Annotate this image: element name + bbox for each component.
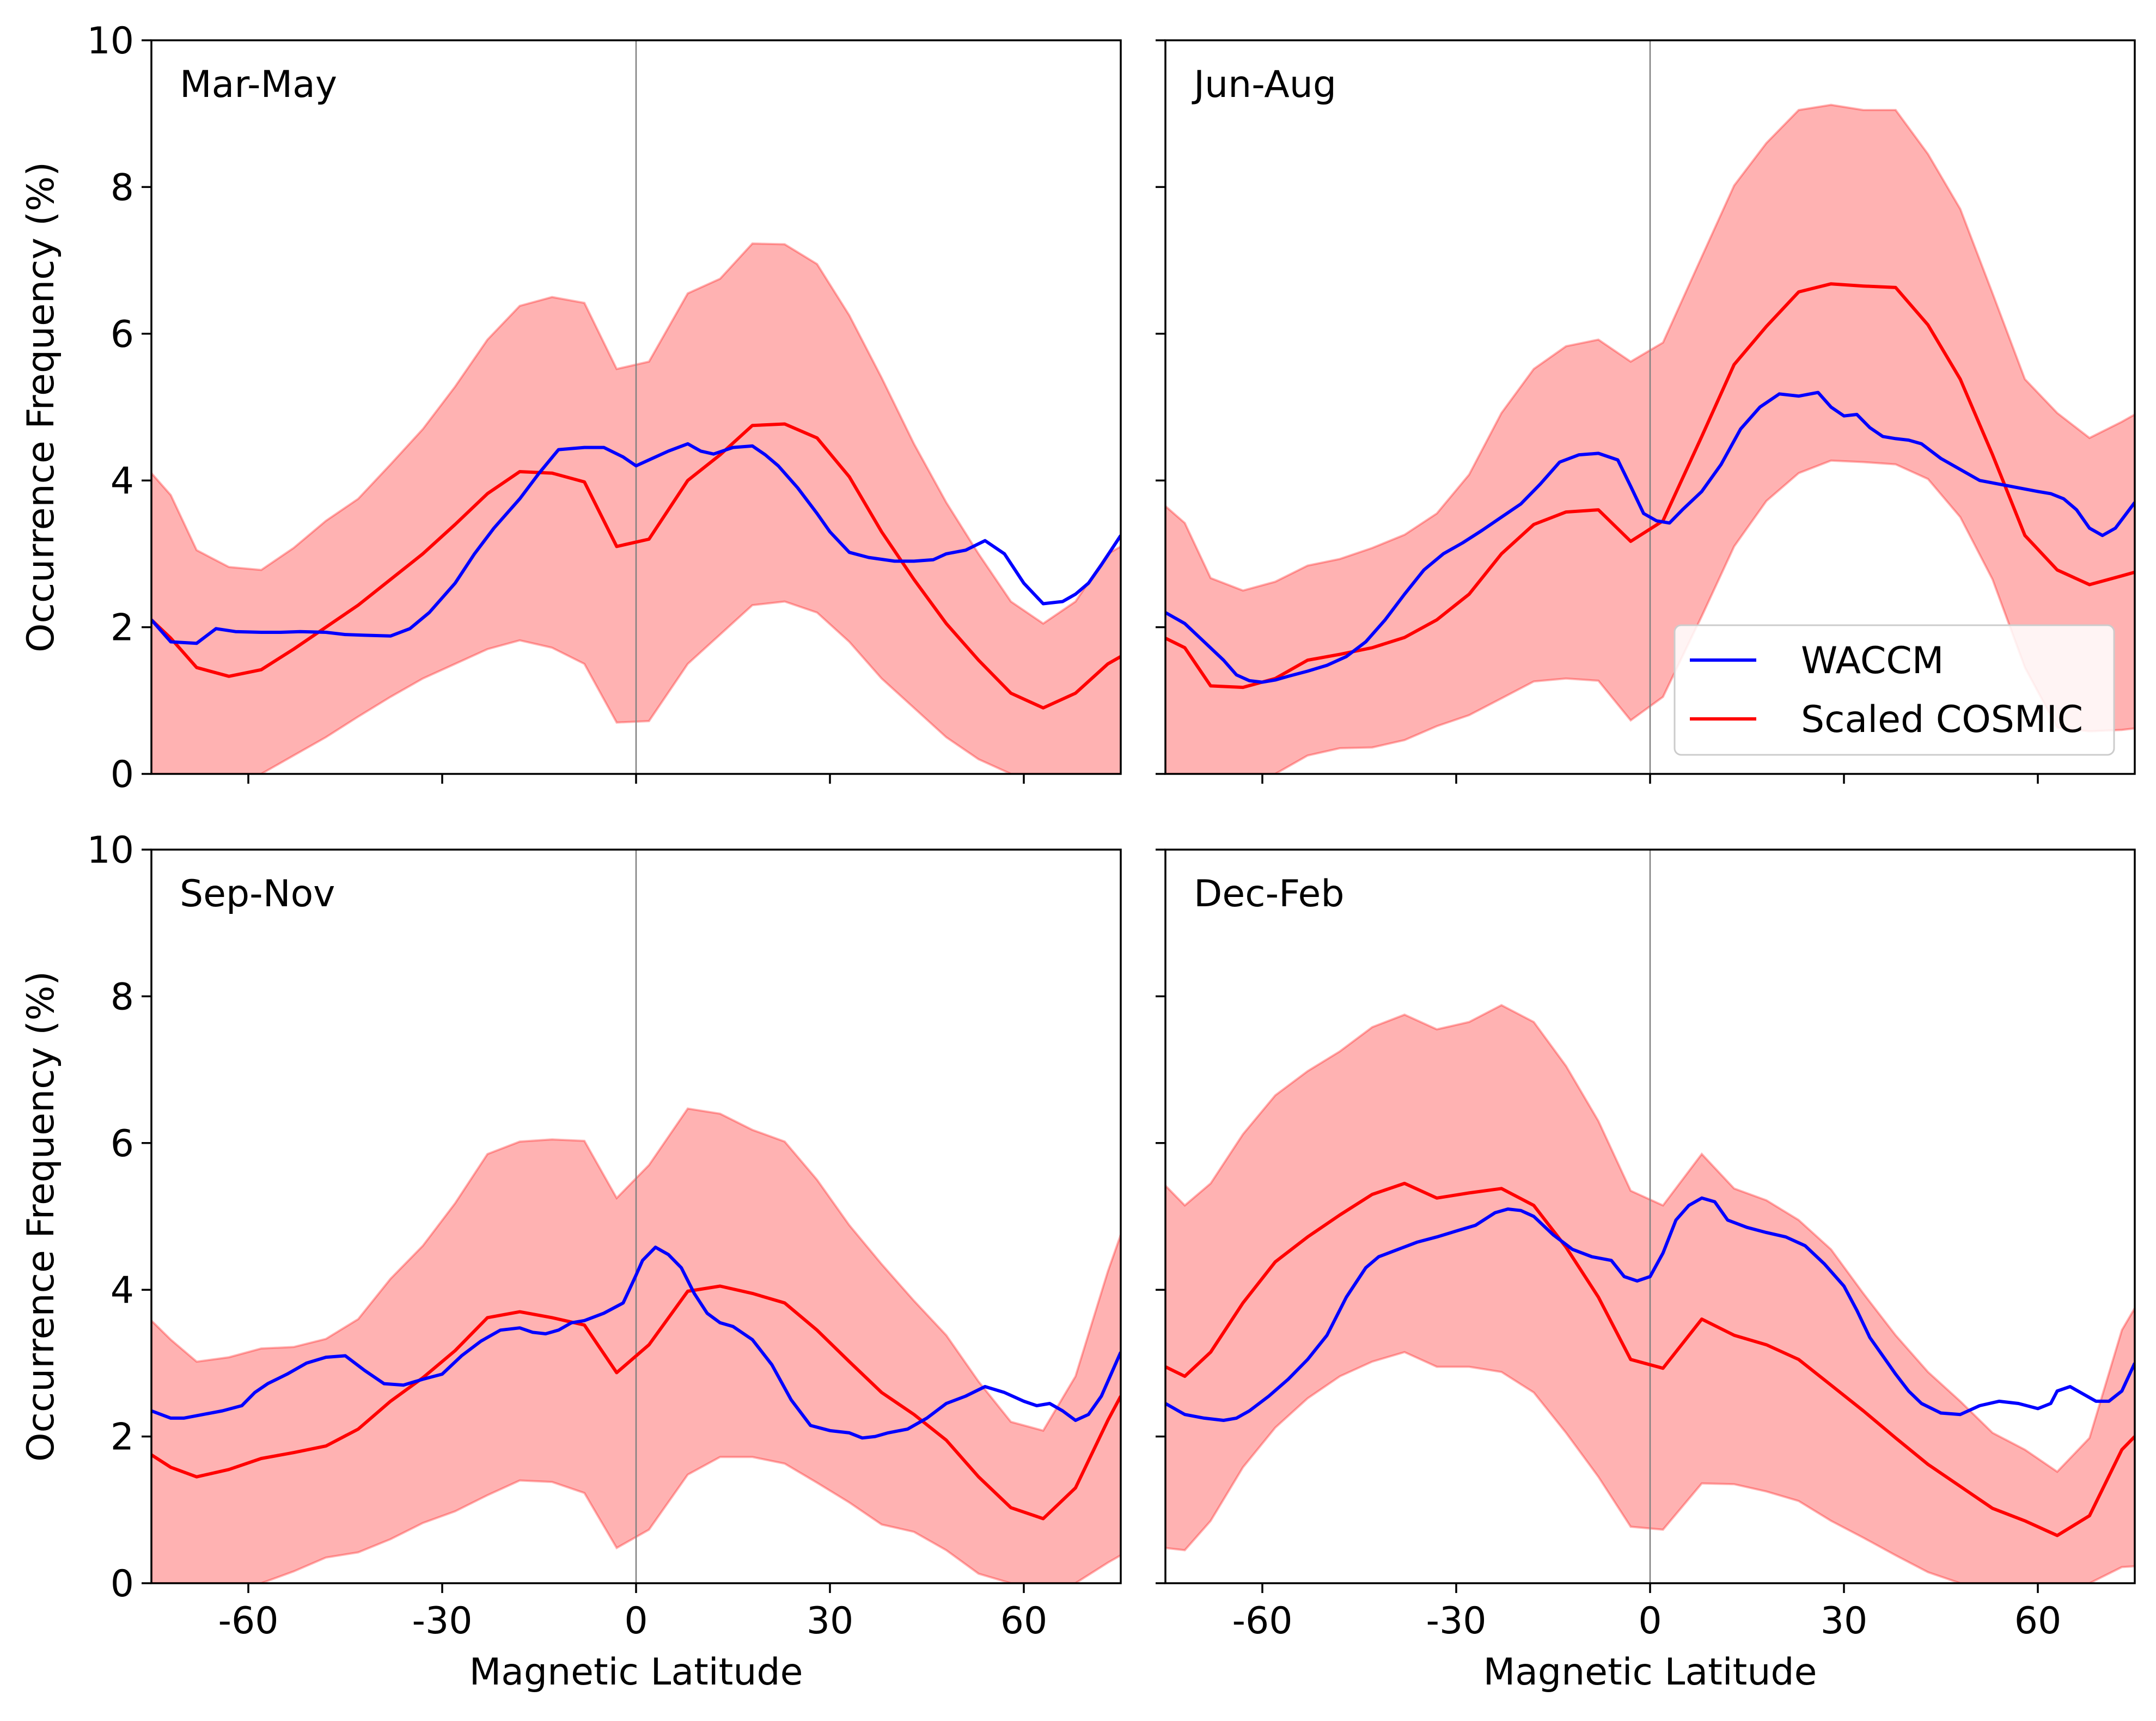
y-axis-label: Occurrence Frequency (%) — [20, 162, 63, 652]
panel-jun-aug: Jun-Aug WACCM Scaled COSMIC — [1156, 39, 2136, 784]
y-tick-label: 2 — [111, 1416, 134, 1459]
y-tick-label: 0 — [111, 1563, 134, 1606]
x-tick-label: 60 — [2014, 1600, 2062, 1643]
plot-area — [1165, 40, 2135, 774]
legend: WACCM Scaled COSMIC — [1674, 624, 2115, 756]
y-tick-label: 4 — [111, 460, 134, 503]
y-tick-label: 10 — [87, 829, 134, 872]
x-tick-label: 30 — [1821, 1600, 1868, 1643]
plot-area — [151, 850, 1121, 1583]
x-tick-label: -30 — [412, 1600, 472, 1643]
waccm-line — [1165, 1196, 2135, 1422]
y-tick-label: 8 — [111, 166, 134, 209]
plot-area — [151, 40, 1121, 774]
y-tick-label: 4 — [111, 1269, 134, 1312]
legend-label-waccm: WACCM — [1801, 639, 1944, 682]
x-tick-label: -30 — [1426, 1600, 1486, 1643]
panel-title: Jun-Aug — [1192, 63, 1336, 106]
x-tick-label: -60 — [1232, 1600, 1292, 1643]
panel-sep-nov: 0 2 4 6 8 10 -60 -30 0 30 60 Sep-Nov Magnetic Latitu… — [20, 829, 1122, 1694]
x-axis-label: Magnetic Latitude — [469, 1651, 803, 1694]
x-axis-label: Magnetic Latitude — [1483, 1651, 1817, 1694]
x-tick-label: 60 — [1000, 1600, 1048, 1643]
panel-mar-may: 0 2 4 6 8 10 Mar-May Occurrence Frequency (%) — [20, 20, 1122, 796]
scaled-cosmic-line — [1165, 282, 2135, 689]
y-tick-label: 6 — [111, 313, 134, 356]
x-tick-label: 0 — [1638, 1600, 1662, 1643]
legend-box — [1674, 624, 2115, 756]
scaled-cosmic-line — [151, 422, 1121, 710]
scaled-cosmic-line — [151, 1284, 1121, 1521]
y-tick-label: 8 — [111, 975, 134, 1018]
panel-title: Mar-May — [180, 63, 337, 106]
y-tick-label: 2 — [111, 607, 134, 650]
x-tick-label: -60 — [218, 1600, 278, 1643]
y-tick-label: 10 — [87, 20, 134, 63]
waccm-line — [151, 1246, 1121, 1440]
y-tick-label: 0 — [111, 753, 134, 796]
x-tick-label: 30 — [807, 1600, 854, 1643]
x-tick-label: 0 — [624, 1600, 648, 1643]
y-axis-label: Occurrence Frequency (%) — [20, 971, 63, 1462]
waccm-line — [151, 442, 1121, 645]
legend-label-cosmic: Scaled COSMIC — [1801, 698, 2083, 741]
scaled-cosmic-line — [1165, 1181, 2135, 1537]
y-tick-label: 6 — [111, 1122, 134, 1165]
panel-title: Sep-Nov — [180, 872, 335, 916]
panel-dec-feb: -60 -30 0 30 60 Dec-Feb Magnetic Latitude — [1156, 849, 2136, 1694]
plot-area — [1165, 850, 2135, 1583]
waccm-line — [1165, 390, 2135, 684]
panel-title: Dec-Feb — [1194, 872, 1345, 916]
